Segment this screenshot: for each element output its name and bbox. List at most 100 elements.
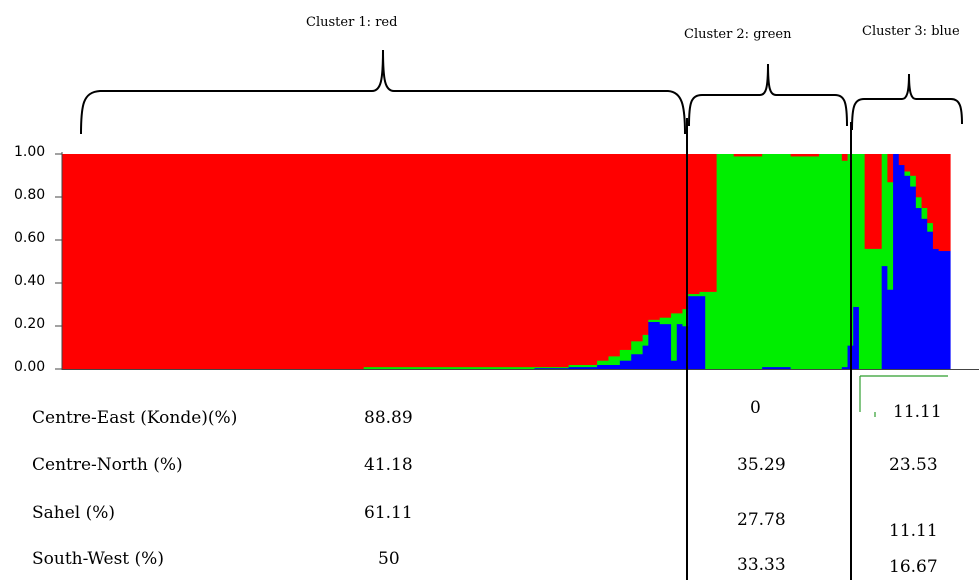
cluster-2-label: Cluster 2: green [684, 27, 792, 42]
red-segment [938, 154, 951, 252]
y-tick-label: 0.80 [14, 187, 46, 203]
red-segment [904, 154, 911, 172]
green-segment [858, 154, 866, 370]
red-segment [932, 154, 940, 249]
blue-segment [642, 345, 649, 370]
blue-segment [568, 366, 598, 370]
green-segment [705, 291, 718, 370]
green-segment [841, 160, 849, 368]
cluster-1-value: 61.11 [364, 503, 413, 523]
blue-segment [597, 364, 610, 370]
blue-segment [608, 364, 621, 370]
green-segment [864, 248, 883, 370]
green-segment [676, 313, 684, 325]
red-segment [915, 154, 923, 198]
green-segment [534, 366, 570, 369]
blue-segment [841, 366, 849, 370]
blue-segment [887, 289, 894, 370]
row-label: Centre-North (%) [32, 455, 183, 475]
blue-segment [699, 295, 706, 370]
blue-segment [659, 323, 672, 370]
y-tick-label: 0.60 [14, 230, 46, 246]
blue-segment [893, 154, 900, 370]
y-tick-label: 0.40 [14, 273, 46, 289]
blue-segment [898, 164, 906, 370]
green-segment [631, 341, 644, 355]
row-label: Sahel (%) [32, 503, 116, 523]
green-segment [597, 360, 610, 365]
green-segment [619, 349, 632, 361]
green-segment [881, 154, 888, 267]
green-segment [921, 207, 928, 219]
blue-segment [853, 306, 860, 370]
cluster-2-brace [688, 63, 848, 127]
y-tick-label: 1.00 [14, 144, 46, 160]
green-segment [608, 356, 621, 365]
y-tick-label: 0.20 [14, 316, 46, 332]
cluster-1-label: Cluster 1: red [306, 15, 398, 30]
row-label: South-West (%) [32, 549, 164, 569]
cluster-1-value: 50 [378, 549, 400, 569]
blue-segment [534, 367, 570, 370]
green-segment [682, 308, 689, 327]
blue-segment [762, 366, 792, 370]
blue-segment [648, 321, 661, 370]
cluster-1-value: 88.89 [364, 408, 413, 428]
red-segment [568, 154, 598, 365]
red-segment [864, 154, 883, 249]
cluster-3-value: 16.67 [889, 557, 938, 577]
green-segment [688, 293, 701, 297]
green-segment [659, 317, 672, 325]
blue-segment [619, 360, 632, 370]
blue-segment [631, 353, 644, 370]
red-segment [841, 154, 849, 161]
red-segment [659, 154, 672, 318]
cluster-1-brace [80, 49, 686, 135]
red-segment [631, 154, 644, 342]
red-segment [921, 154, 928, 209]
red-segment [676, 154, 684, 314]
green-segment [762, 154, 792, 368]
red-segment [688, 154, 701, 295]
blue-segment [676, 323, 684, 370]
red-segment [619, 154, 632, 350]
green-segment [363, 366, 536, 370]
red-segment [642, 154, 649, 335]
cluster-2-value: 33.33 [737, 555, 786, 575]
cluster-2-value: 27.78 [737, 510, 786, 530]
red-segment [887, 154, 894, 183]
green-segment [642, 334, 649, 346]
cluster-1-value: 41.18 [364, 455, 413, 475]
cluster-2-value: 0 [750, 398, 761, 418]
red-segment [597, 154, 610, 361]
green-segment [819, 154, 843, 370]
blue-segment [688, 295, 701, 370]
red-segment [62, 154, 365, 370]
green-segment [716, 154, 735, 370]
red-segment [671, 154, 678, 314]
y-tick-label: 0.00 [14, 359, 46, 375]
red-segment [363, 154, 536, 368]
cluster-2-value: 35.29 [737, 455, 786, 475]
row-label: Centre-East (Konde)(%) [32, 408, 238, 428]
green-segment [887, 181, 894, 290]
red-segment [699, 154, 706, 292]
blue-segment [932, 248, 940, 370]
cluster-3-label: Cluster 3: blue [862, 24, 960, 39]
red-segment [910, 154, 917, 176]
green-segment [927, 222, 934, 232]
red-segment [898, 154, 906, 166]
red-segment [733, 154, 763, 157]
blue-segment [910, 186, 917, 370]
red-segment [705, 154, 718, 292]
cluster-3-value: 11.11 [893, 402, 942, 422]
cluster-3-value: 11.11 [889, 521, 938, 541]
red-segment [648, 154, 661, 320]
blue-segment [904, 175, 911, 370]
green-segment [790, 156, 820, 370]
green-segment [699, 291, 706, 297]
green-segment [568, 364, 598, 368]
green-segment [853, 154, 860, 307]
green-segment [910, 175, 917, 187]
